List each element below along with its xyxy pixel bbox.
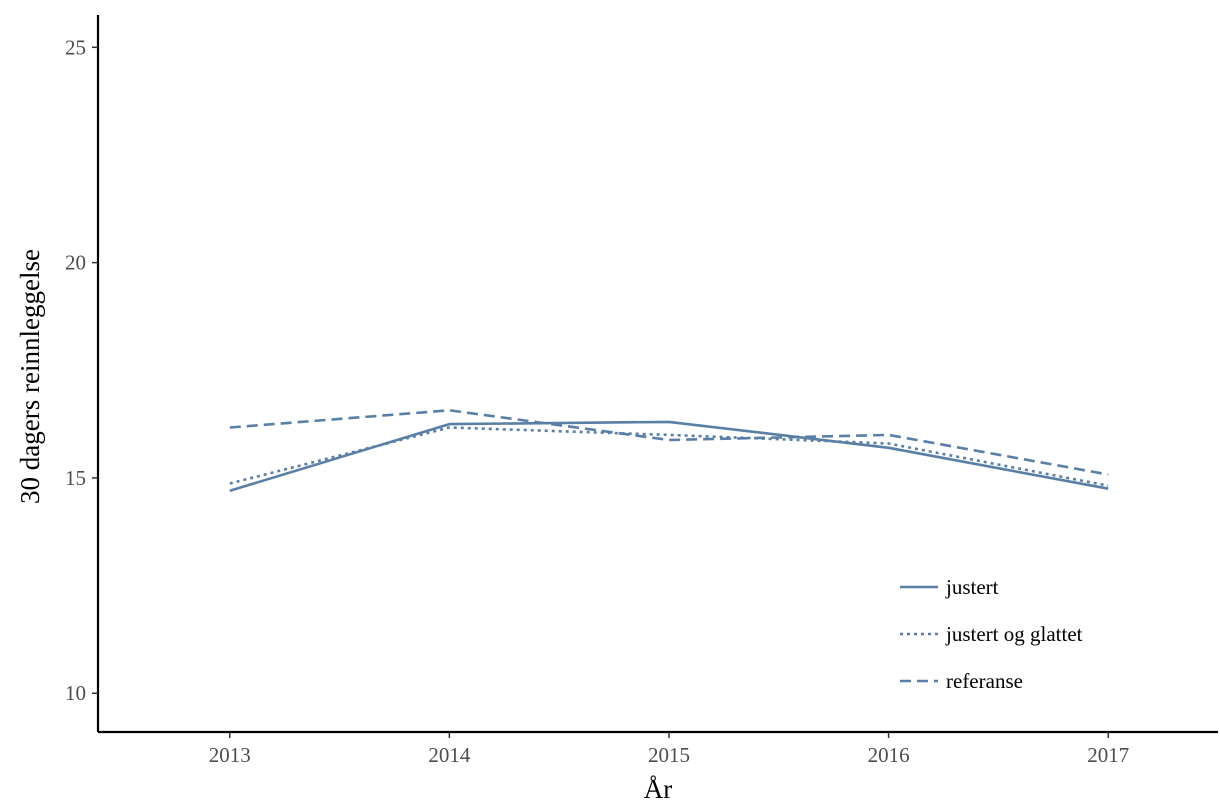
legend: justert justert og glattet referanse	[900, 575, 1083, 693]
legend-label: referanse	[946, 669, 1023, 693]
y-axis-title: 30 dagers reinnleggelse	[15, 249, 45, 504]
x-tick-label: 2017	[1087, 743, 1129, 767]
series-lines	[229, 408, 1109, 493]
x-tick-label: 2014	[428, 743, 471, 767]
series-line-justert-og-glattet	[229, 426, 1109, 487]
x-tick-label: 2016	[868, 743, 910, 767]
legend-label: justert og glattet	[945, 622, 1083, 646]
series-line-justert	[229, 420, 1109, 493]
series-line-referanse	[229, 408, 1109, 476]
y-tick-label: 15	[65, 466, 86, 490]
legend-label: justert	[945, 575, 999, 599]
y-axis-ticks: 10 15 20 25	[65, 35, 98, 705]
x-axis-title: År	[644, 774, 673, 803]
y-tick-label: 25	[65, 35, 86, 59]
axes	[96, 15, 1218, 734]
y-tick-label: 10	[65, 681, 86, 705]
x-tick-label: 2013	[209, 743, 251, 767]
x-tick-label: 2015	[648, 743, 690, 767]
y-tick-label: 20	[65, 251, 86, 275]
x-axis-ticks: 2013 2014 2015 2016 2017	[209, 732, 1129, 767]
